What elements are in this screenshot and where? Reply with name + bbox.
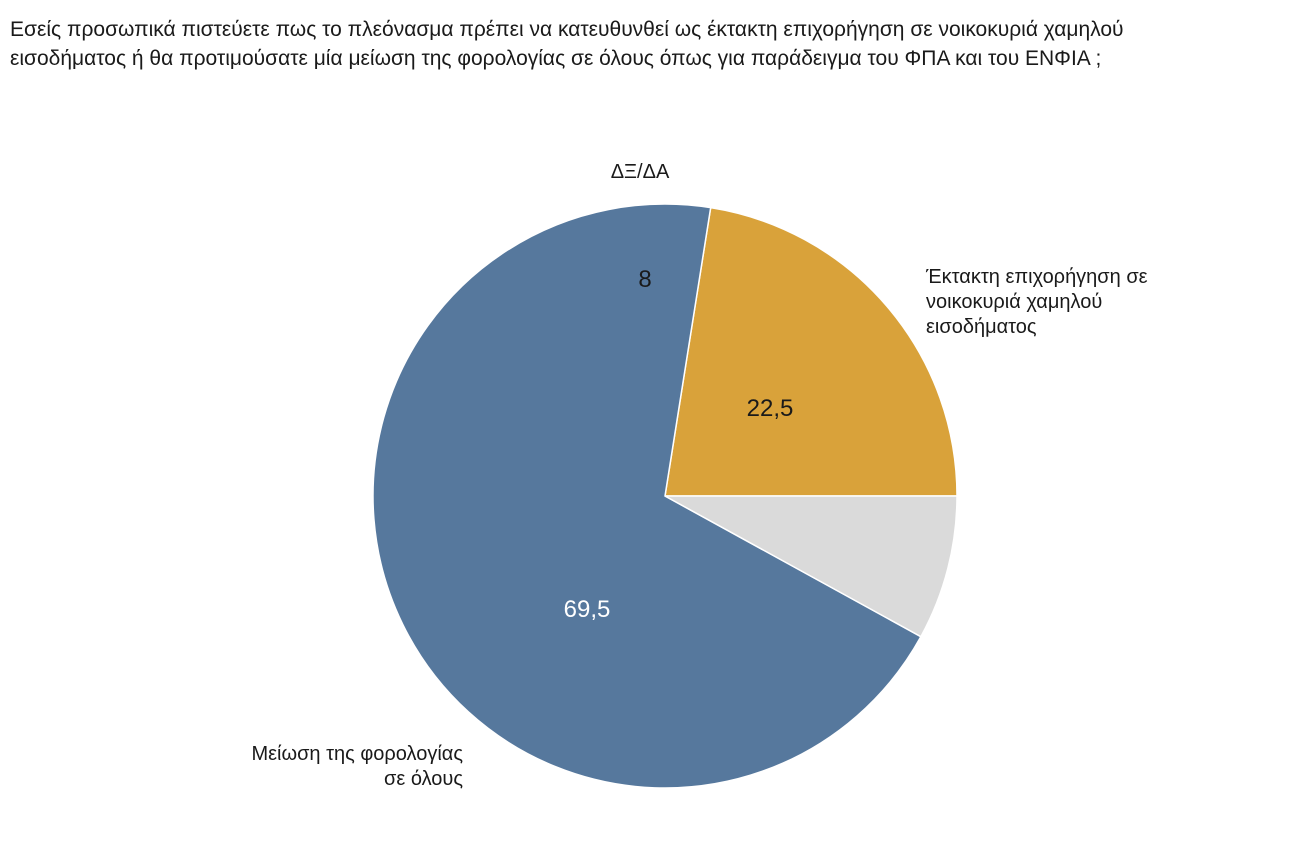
category-label-emergency-subsidy: Έκτακτη επιχορήγηση σε νοικοκυριά χαμηλο… [926, 266, 1148, 338]
pie-slice-emergency-subsidy [664, 206, 958, 497]
value-label-emergency-subsidy: 22,5 [746, 395, 794, 422]
pie-slice-dont-know [664, 495, 958, 638]
chart-title-line-2: εισοδήματος ή θα προτιμούσατε μία μείωση… [10, 47, 1102, 70]
value-label-dont-know: 8 [638, 266, 652, 293]
category-label-dont-know: ΔΞ/ΔΑ [610, 161, 670, 183]
value-label-tax-reduction: 69,5 [563, 596, 611, 623]
chart-title: Εσείς προσωπικά πιστεύετε πως το πλεόνασ… [10, 15, 1290, 73]
pie-slice-tax-reduction [372, 203, 922, 789]
chart-title-line-1: Εσείς προσωπικά πιστεύετε πως το πλεόνασ… [10, 18, 1124, 41]
category-label-tax-reduction: Μείωση της φορολογίας σε όλους [251, 743, 463, 790]
